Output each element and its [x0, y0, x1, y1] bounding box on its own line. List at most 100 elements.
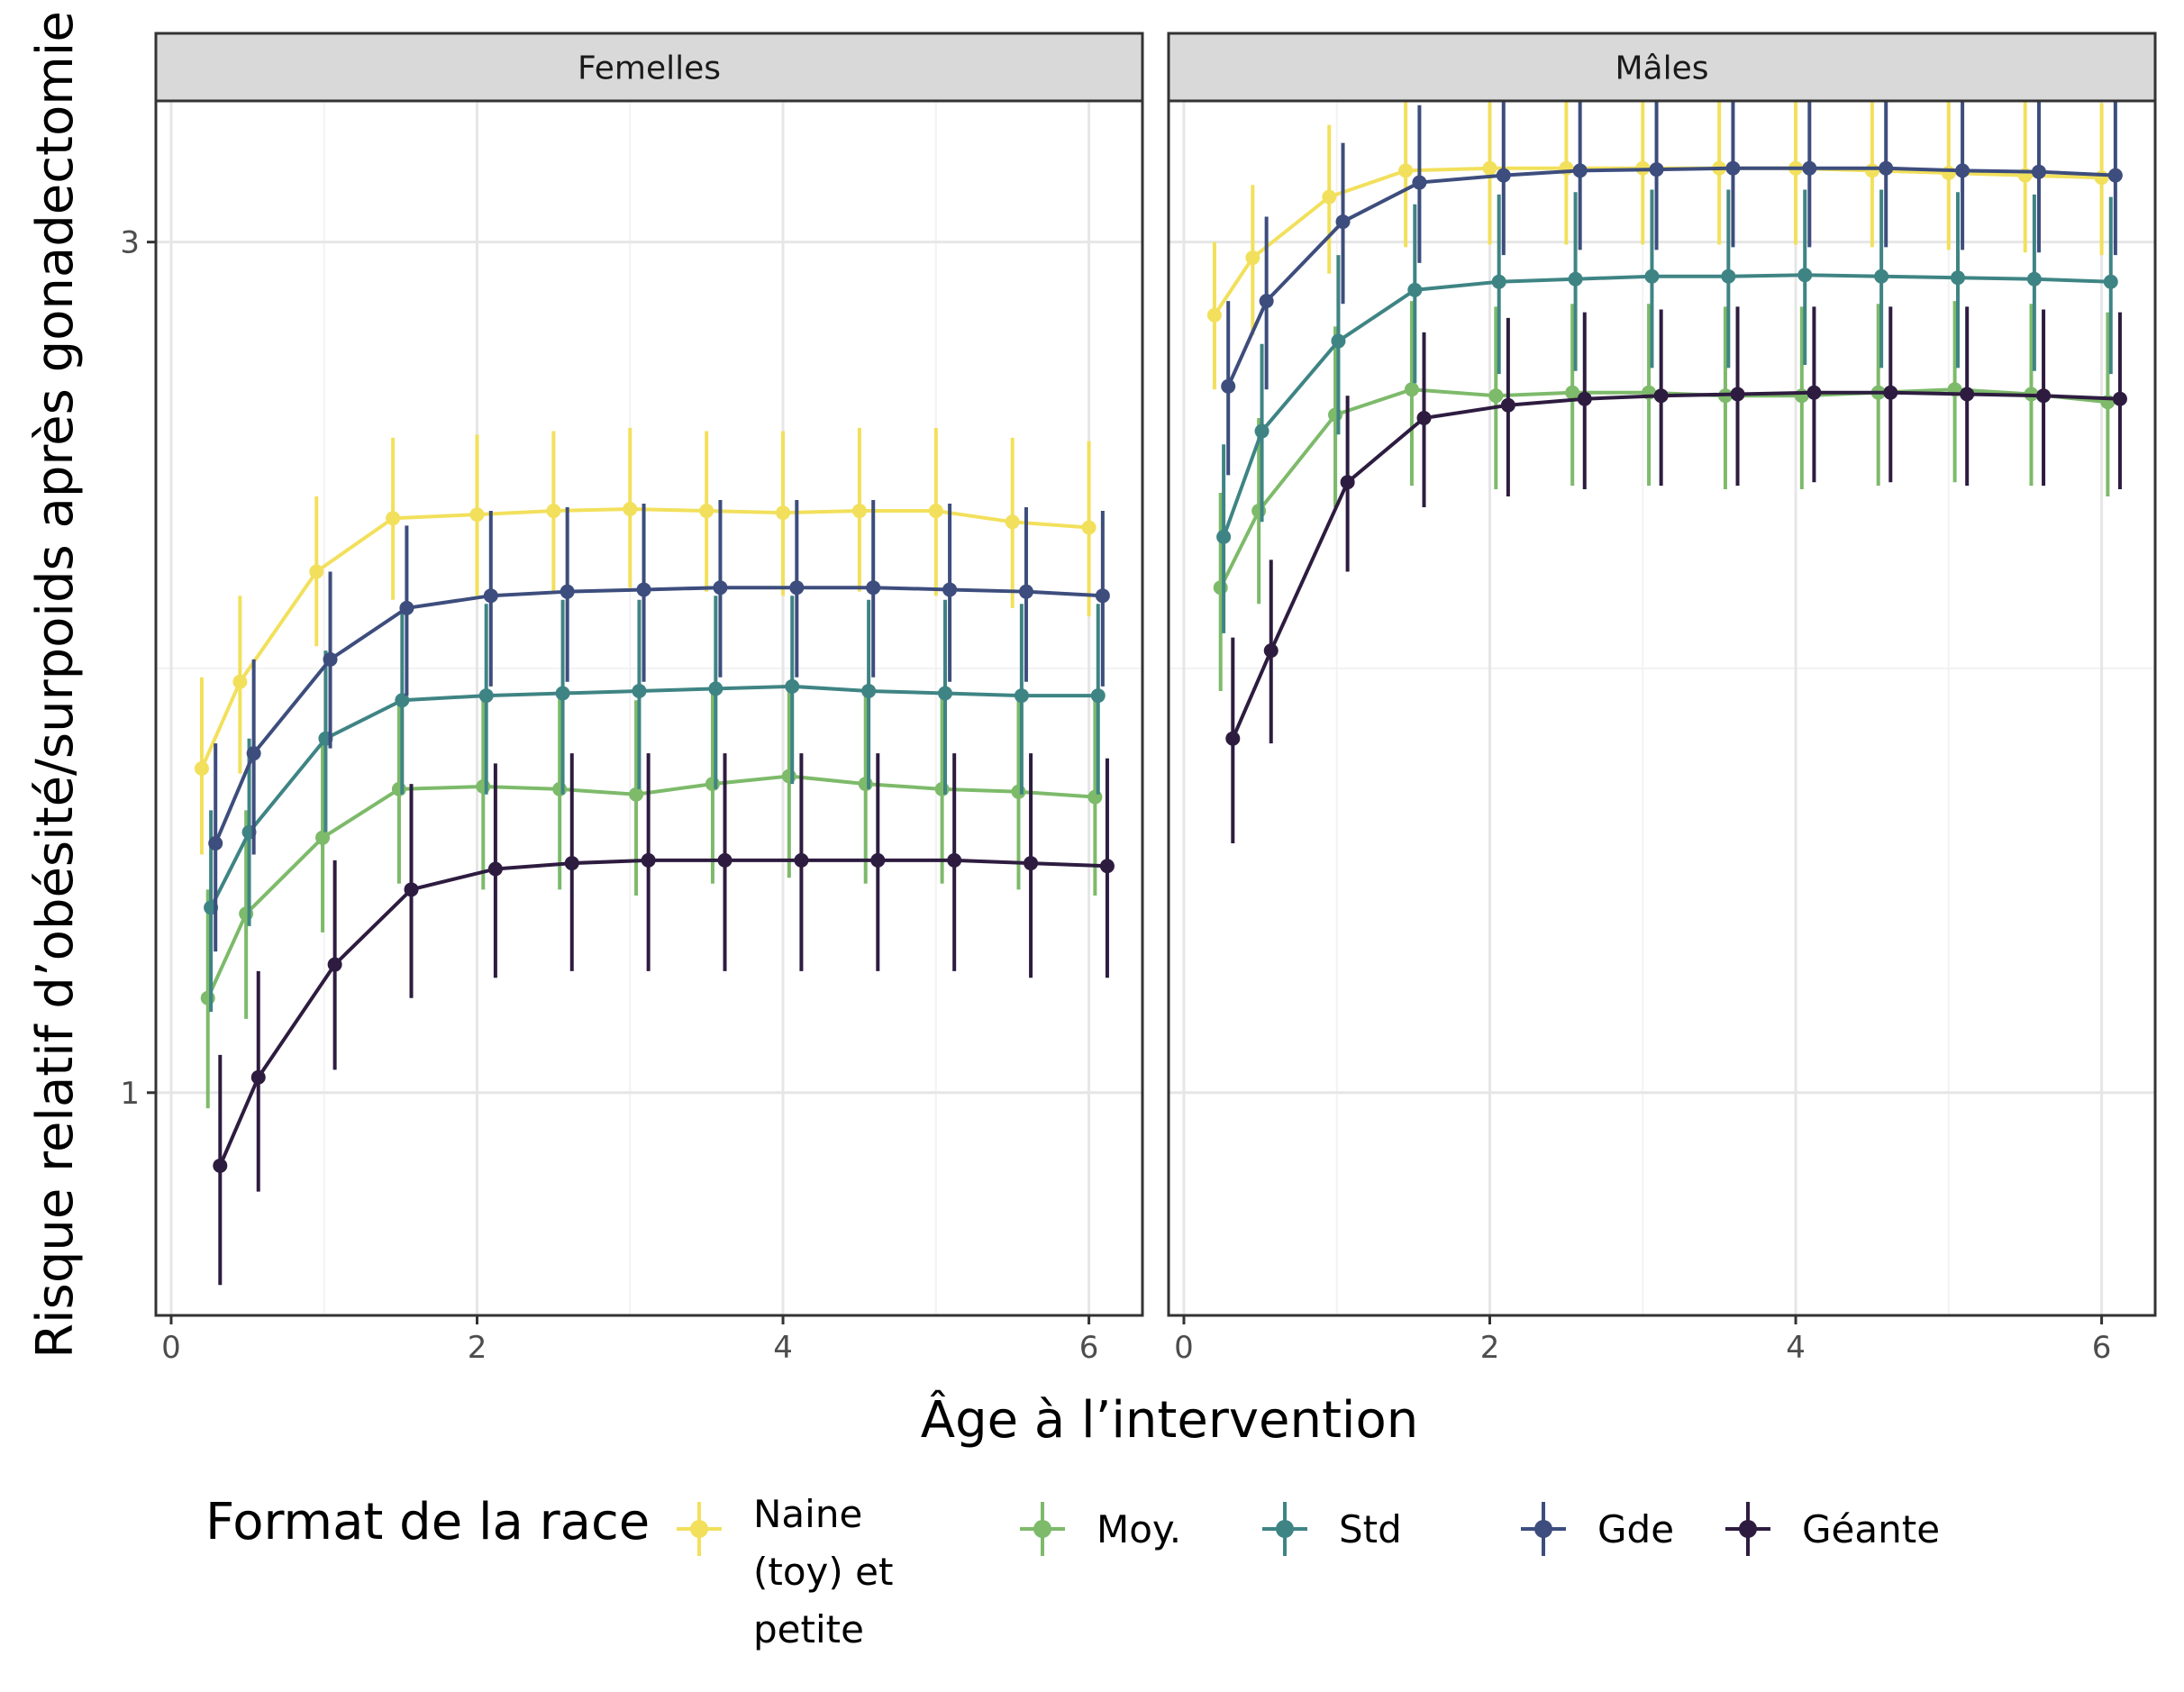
- series-4: [208, 499, 1110, 952]
- data-point: [1416, 411, 1432, 426]
- data-point: [641, 852, 656, 868]
- data-point: [1491, 274, 1506, 289]
- y-axis-title: Risque relatif d’obésité/surpoids après …: [26, 11, 85, 1359]
- data-point: [478, 688, 494, 704]
- x-tick-label: 0: [161, 1330, 181, 1366]
- data-point: [1941, 165, 1956, 180]
- legend-label: Std: [1339, 1507, 1402, 1551]
- data-point: [1018, 584, 1033, 599]
- data-point: [1011, 784, 1026, 799]
- data-point: [1206, 307, 1222, 323]
- data-point: [1806, 385, 1822, 400]
- data-point: [483, 588, 498, 604]
- data-point: [1802, 160, 1817, 176]
- data-point: [1095, 588, 1110, 604]
- data-point: [2036, 388, 2052, 404]
- data-point: [1883, 385, 1898, 400]
- data-point: [1500, 397, 1515, 413]
- data-point: [2107, 168, 2123, 183]
- data-point: [1653, 388, 1669, 404]
- data-point: [213, 1158, 228, 1173]
- x-tick-label: 4: [1786, 1330, 1806, 1366]
- data-point: [469, 507, 485, 523]
- data-point: [239, 906, 254, 922]
- data-point: [934, 781, 950, 796]
- data-point: [323, 651, 338, 667]
- data-point: [1225, 731, 1241, 746]
- x-axis-title: Âge à l’intervention: [921, 1391, 1418, 1450]
- legend-label: Moy.: [1097, 1507, 1181, 1551]
- data-point: [1254, 423, 1269, 439]
- data-point: [232, 674, 248, 689]
- data-point: [632, 683, 647, 698]
- data-point: [705, 777, 720, 792]
- legend-key-point: [690, 1520, 708, 1538]
- legend-key-point: [1276, 1520, 1294, 1538]
- legend-item-5: Géante: [1725, 1502, 1940, 1556]
- data-point: [1864, 163, 1879, 178]
- legend-key-point: [1033, 1520, 1051, 1538]
- legend-item-1: Naine (toy) et petite: [677, 1492, 893, 1651]
- data-point: [942, 582, 958, 597]
- data-point: [1087, 789, 1103, 805]
- legend: Format de la race Naine (toy) et petite Moy…: [205, 1492, 1940, 1651]
- data-point: [1496, 168, 1511, 183]
- data-point: [1572, 163, 1588, 178]
- series-2: [1213, 301, 2116, 691]
- facet-panels: Femelles 0 2 4 6 1 3 Mâles 0 2 4 6: [120, 32, 2157, 1366]
- data-point: [1331, 333, 1346, 349]
- data-point: [1488, 388, 1504, 404]
- data-point: [208, 835, 223, 851]
- data-point: [1099, 859, 1115, 874]
- data-point: [1216, 529, 1232, 544]
- data-point: [399, 600, 414, 615]
- data-point: [1730, 387, 1745, 402]
- series-4: [1221, 90, 2123, 476]
- data-point: [391, 781, 406, 796]
- data-point: [327, 957, 342, 972]
- data-point: [194, 760, 209, 776]
- x-tick-label: 2: [468, 1330, 487, 1366]
- data-point: [1565, 385, 1580, 400]
- strip-background: [154, 32, 1144, 103]
- x-tick-label: 6: [1079, 1330, 1099, 1366]
- data-point: [636, 582, 651, 597]
- data-point: [1251, 504, 1267, 519]
- data-point: [2031, 164, 2046, 179]
- legend-label: Gde: [1597, 1507, 1674, 1551]
- data-point: [564, 856, 579, 871]
- data-point: [717, 852, 733, 868]
- data-point: [1725, 160, 1741, 176]
- series-3: [204, 596, 1106, 1013]
- strip-label: Femelles: [578, 50, 721, 87]
- data-point: [713, 580, 728, 596]
- series-3: [1216, 189, 2118, 633]
- data-point: [1090, 688, 1106, 704]
- legend-item-3: Std: [1262, 1502, 1402, 1556]
- data-point: [1482, 160, 1497, 176]
- data-point: [1005, 514, 1020, 530]
- data-point: [1014, 688, 1029, 704]
- data-point: [1874, 268, 1889, 284]
- data-point: [1024, 856, 1039, 871]
- data-point: [309, 564, 324, 579]
- facet-panel-2: Mâles 0 2 4 6: [1167, 32, 2157, 1366]
- data-point: [560, 584, 575, 599]
- data-point: [785, 678, 800, 694]
- data-point: [1577, 391, 1592, 406]
- data-point: [555, 686, 570, 701]
- data-point: [1335, 214, 1351, 230]
- facet-panel-1: Femelles 0 2 4 6 1 3: [120, 32, 1144, 1366]
- data-point: [1797, 268, 1813, 283]
- series-5: [1225, 306, 2127, 843]
- data-point: [789, 580, 805, 596]
- data-point: [1259, 294, 1274, 309]
- legend-item-2: Moy.: [1020, 1502, 1181, 1556]
- data-point: [1721, 268, 1736, 284]
- data-point: [1213, 580, 1228, 596]
- data-point: [2026, 271, 2042, 287]
- strip-background: [1167, 32, 2157, 103]
- series-1: [194, 427, 1097, 855]
- legend-key-point: [1534, 1520, 1552, 1538]
- data-point: [629, 787, 644, 802]
